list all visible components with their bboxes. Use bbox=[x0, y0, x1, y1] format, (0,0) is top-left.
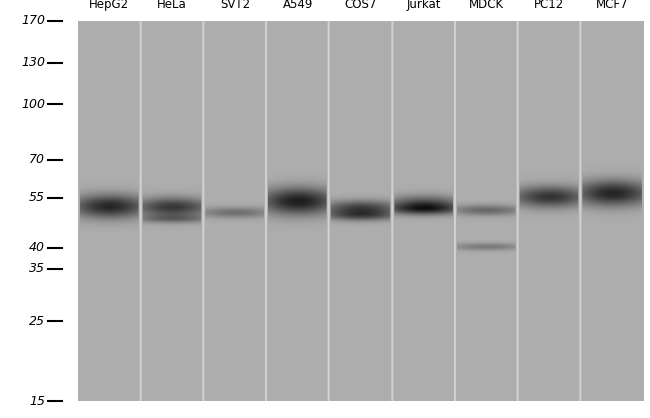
Text: HeLa: HeLa bbox=[157, 0, 187, 11]
Text: 130: 130 bbox=[21, 56, 46, 69]
Text: 40: 40 bbox=[29, 241, 46, 254]
Text: PC12: PC12 bbox=[534, 0, 564, 11]
Text: COS7: COS7 bbox=[344, 0, 377, 11]
Text: SVT2: SVT2 bbox=[220, 0, 250, 11]
Text: 25: 25 bbox=[29, 315, 46, 328]
Text: 170: 170 bbox=[21, 14, 46, 28]
Text: 100: 100 bbox=[21, 97, 46, 110]
Text: 35: 35 bbox=[29, 262, 46, 275]
Text: 70: 70 bbox=[29, 153, 46, 166]
Text: HepG2: HepG2 bbox=[89, 0, 129, 11]
Text: MDCK: MDCK bbox=[469, 0, 504, 11]
Text: MCF7: MCF7 bbox=[596, 0, 629, 11]
Text: A549: A549 bbox=[283, 0, 313, 11]
Text: Jurkat: Jurkat bbox=[406, 0, 441, 11]
Text: 55: 55 bbox=[29, 191, 46, 204]
Text: 15: 15 bbox=[29, 395, 46, 408]
